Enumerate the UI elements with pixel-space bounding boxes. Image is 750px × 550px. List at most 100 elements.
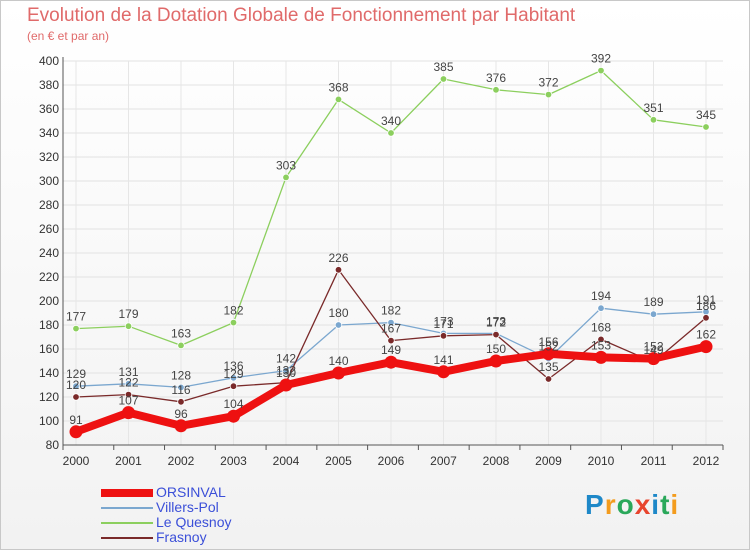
data-label-villers-pol: 180 bbox=[328, 306, 348, 320]
x-tick-label: 2003 bbox=[220, 454, 247, 468]
y-tick-label: 200 bbox=[39, 294, 59, 308]
data-label-villers-pol: 191 bbox=[696, 293, 716, 307]
data-label-le-quesnoy: 392 bbox=[591, 52, 611, 66]
y-tick-label: 300 bbox=[39, 174, 59, 188]
data-label-le-quesnoy: 368 bbox=[328, 80, 348, 94]
data-label-le-quesnoy: 177 bbox=[66, 310, 86, 324]
data-label-villers-pol: 189 bbox=[643, 295, 663, 309]
y-tick-label: 320 bbox=[39, 150, 59, 164]
data-point-frasnoy bbox=[702, 314, 710, 322]
data-point-le-quesnoy bbox=[544, 90, 553, 99]
legend: ORSINVAL Villers-Pol Le Quesnoy Frasnoy bbox=[101, 485, 301, 545]
data-point-orsinval bbox=[594, 350, 608, 364]
data-point-frasnoy bbox=[387, 336, 395, 345]
x-tick-label: 2001 bbox=[115, 454, 142, 468]
data-label-villers-pol: 182 bbox=[381, 304, 401, 318]
legend-swatch bbox=[101, 522, 153, 524]
data-label-villers-pol: 142 bbox=[276, 352, 296, 366]
data-point-villers-pol bbox=[72, 382, 80, 390]
data-label-orsinval: 141 bbox=[433, 353, 453, 367]
data-label-orsinval: 96 bbox=[174, 407, 188, 421]
data-point-le-quesnoy bbox=[282, 173, 290, 182]
data-point-frasnoy bbox=[439, 332, 448, 340]
data-label-le-quesnoy: 372 bbox=[538, 76, 558, 90]
data-point-le-quesnoy bbox=[229, 318, 238, 327]
x-tick-label: 2009 bbox=[535, 454, 562, 468]
data-point-villers-pol bbox=[649, 310, 658, 318]
data-label-frasnoy: 122 bbox=[118, 376, 138, 390]
data-label-le-quesnoy: 345 bbox=[696, 108, 716, 122]
y-tick-label: 180 bbox=[39, 318, 59, 332]
y-tick-label: 260 bbox=[39, 222, 59, 236]
data-point-villers-pol bbox=[282, 366, 290, 375]
data-point-villers-pol bbox=[229, 374, 238, 382]
data-label-frasnoy: 132 bbox=[276, 364, 296, 378]
data-point-orsinval bbox=[279, 378, 293, 392]
data-label-orsinval: 153 bbox=[591, 338, 611, 352]
data-point-orsinval bbox=[384, 355, 398, 369]
y-tick-label: 140 bbox=[39, 366, 59, 380]
data-label-orsinval: 140 bbox=[328, 354, 348, 368]
data-label-villers-pol: 152 bbox=[538, 340, 558, 354]
legend-item: Le Quesnoy bbox=[101, 515, 301, 530]
data-point-le-quesnoy bbox=[597, 66, 605, 75]
y-tick-label: 400 bbox=[39, 54, 59, 68]
data-point-villers-pol bbox=[597, 304, 605, 312]
x-tick-label: 2008 bbox=[483, 454, 510, 468]
x-tick-label: 2005 bbox=[325, 454, 352, 468]
y-tick-label: 160 bbox=[39, 342, 59, 356]
x-tick-label: 2002 bbox=[168, 454, 195, 468]
data-point-le-quesnoy bbox=[387, 129, 395, 137]
data-point-orsinval bbox=[122, 406, 135, 420]
data-label-orsinval: 104 bbox=[223, 397, 243, 411]
data-point-le-quesnoy bbox=[702, 123, 710, 131]
y-tick-label: 120 bbox=[39, 390, 59, 404]
data-label-frasnoy: 172 bbox=[486, 316, 506, 330]
y-tick-label: 340 bbox=[39, 126, 59, 140]
data-point-le-quesnoy bbox=[177, 341, 185, 350]
data-label-le-quesnoy: 182 bbox=[223, 304, 243, 318]
legend-swatch bbox=[101, 537, 153, 539]
data-label-frasnoy: 226 bbox=[328, 251, 348, 265]
data-point-frasnoy bbox=[597, 335, 605, 344]
data-point-orsinval bbox=[489, 354, 503, 368]
data-point-frasnoy bbox=[544, 375, 553, 383]
data-point-le-quesnoy bbox=[492, 86, 500, 94]
data-point-orsinval bbox=[69, 425, 83, 439]
y-tick-label: 240 bbox=[39, 246, 59, 260]
data-point-villers-pol bbox=[177, 383, 185, 392]
data-label-frasnoy: 171 bbox=[433, 317, 453, 331]
data-label-frasnoy: 168 bbox=[591, 320, 611, 334]
data-label-frasnoy: 135 bbox=[538, 360, 558, 374]
data-label-frasnoy: 116 bbox=[171, 383, 190, 397]
data-label-le-quesnoy: 351 bbox=[643, 101, 663, 115]
data-label-le-quesnoy: 179 bbox=[118, 307, 138, 321]
data-point-villers-pol bbox=[334, 321, 343, 329]
chart-subtitle: (en € et par an) bbox=[27, 29, 110, 43]
data-point-orsinval bbox=[332, 366, 345, 380]
data-label-villers-pol: 128 bbox=[171, 368, 191, 382]
data-point-orsinval bbox=[542, 347, 555, 361]
data-point-le-quesnoy bbox=[439, 75, 448, 83]
legend-label: Frasnoy bbox=[156, 529, 207, 545]
data-label-villers-pol: 173 bbox=[486, 314, 506, 328]
y-tick-label: 80 bbox=[46, 438, 60, 452]
legend-item: Frasnoy bbox=[101, 530, 301, 545]
data-label-orsinval: 156 bbox=[538, 335, 558, 349]
x-tick-label: 2011 bbox=[641, 454, 667, 468]
data-label-villers-pol: 173 bbox=[433, 314, 453, 328]
data-point-orsinval bbox=[647, 352, 660, 366]
data-point-frasnoy bbox=[492, 330, 500, 339]
data-label-orsinval: 152 bbox=[643, 340, 663, 354]
data-label-frasnoy: 186 bbox=[696, 299, 716, 313]
data-label-villers-pol: 131 bbox=[118, 365, 138, 379]
data-label-frasnoy: 149 bbox=[643, 343, 663, 357]
data-point-le-quesnoy bbox=[124, 322, 133, 330]
data-label-le-quesnoy: 303 bbox=[276, 158, 296, 172]
legend-swatch bbox=[101, 489, 153, 497]
data-label-orsinval: 150 bbox=[486, 342, 506, 356]
data-point-frasnoy bbox=[124, 390, 133, 399]
x-tick-label: 2007 bbox=[430, 454, 457, 468]
x-tick-label: 2012 bbox=[693, 454, 720, 468]
